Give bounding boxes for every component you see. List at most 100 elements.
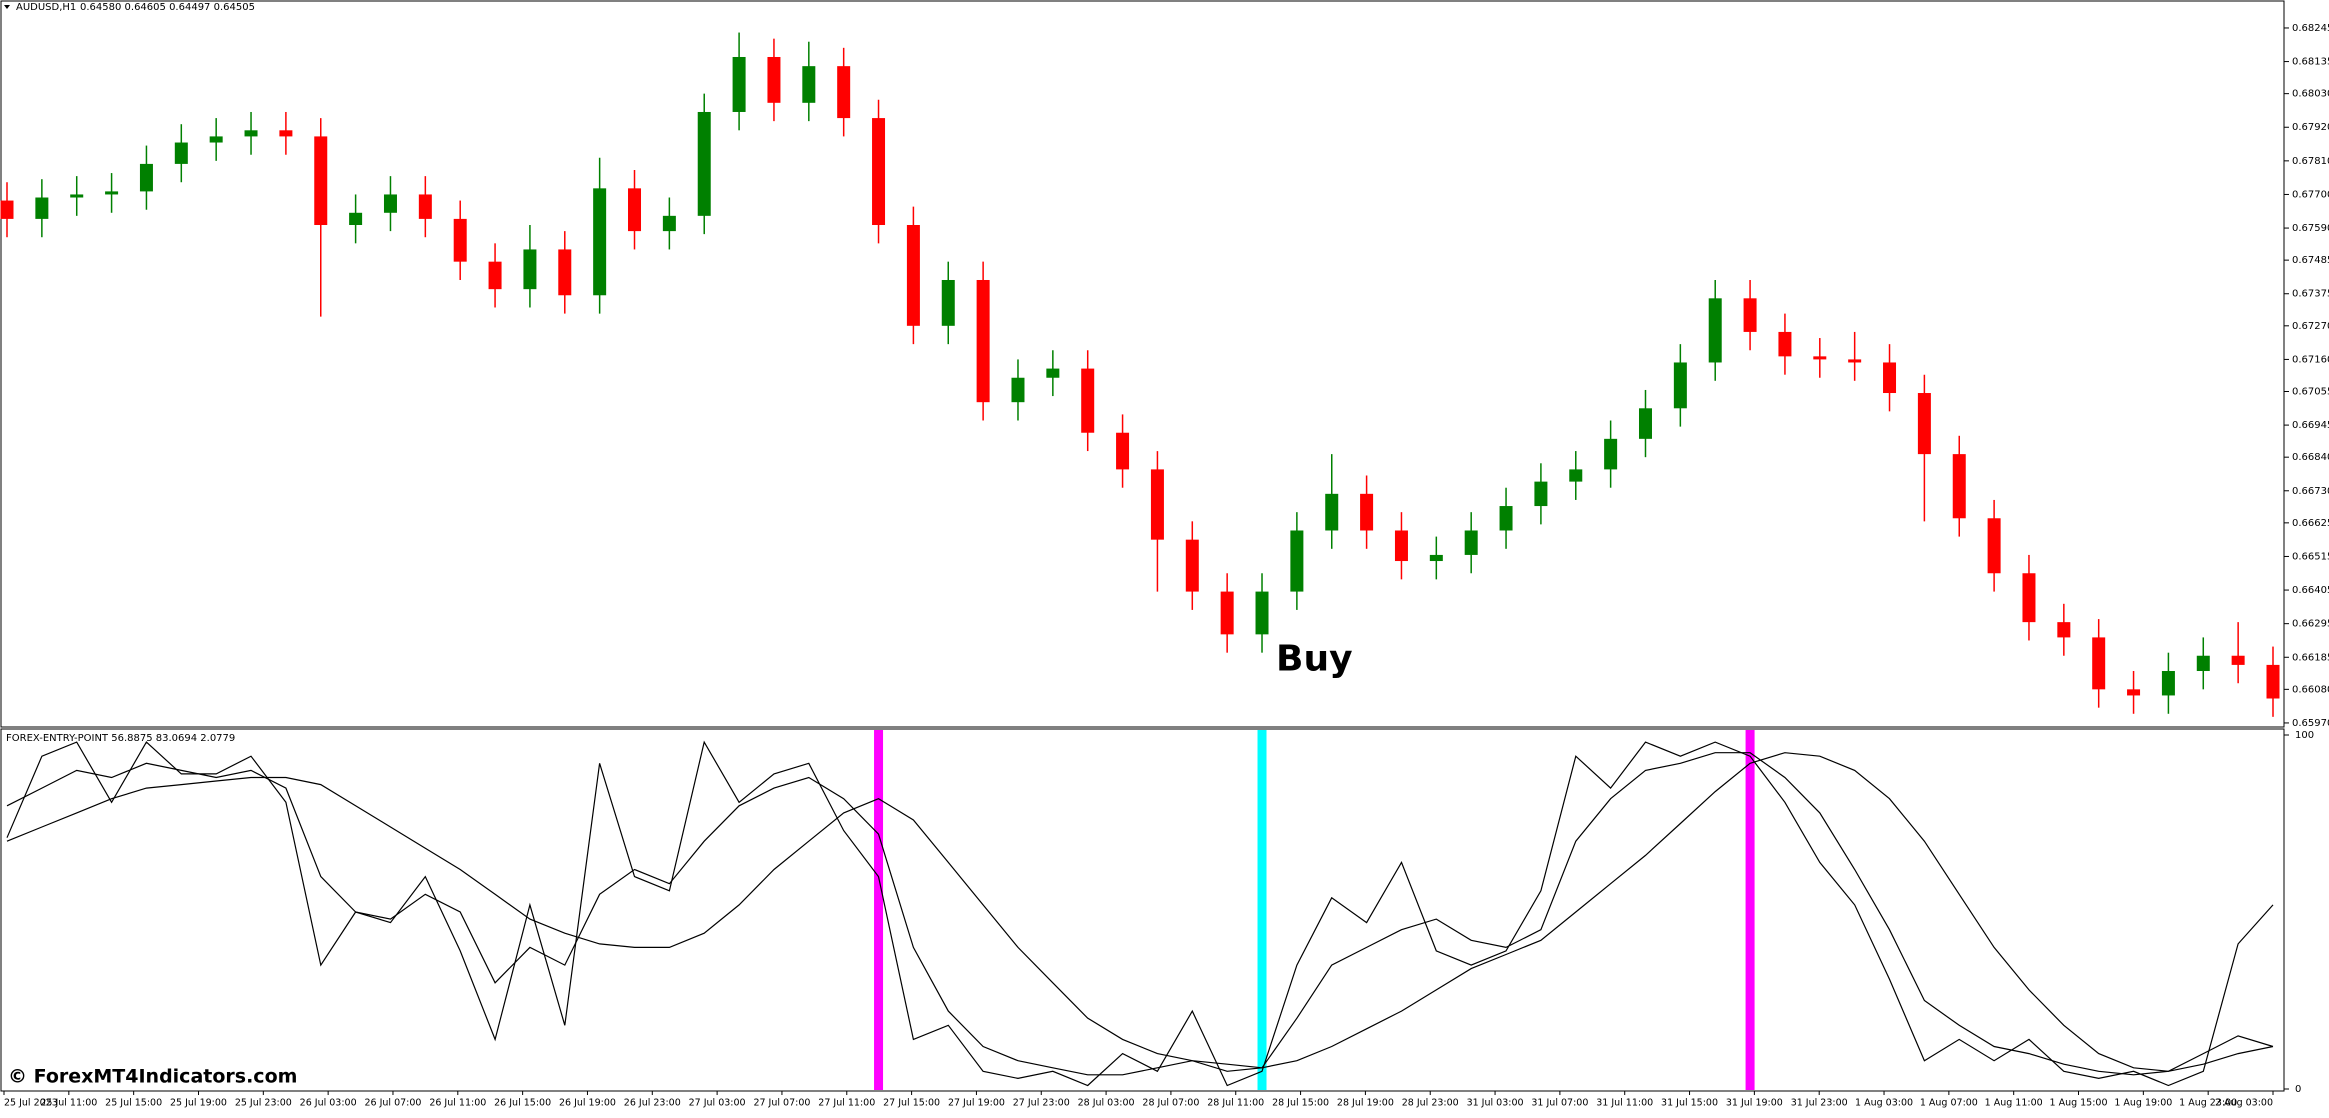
- x-tick-label: 31 Jul 03:00: [1467, 1098, 1524, 1109]
- candle-body: [2022, 573, 2036, 623]
- symbol-title: AUDUSD,H1: [16, 2, 76, 13]
- candle-body: [105, 191, 119, 195]
- x-tick-label: 2 Aug 03:00: [2215, 1098, 2273, 1109]
- y-tick-label: 0.67485: [2292, 255, 2329, 266]
- candle-body: [628, 188, 642, 232]
- x-tick-label: 25 Jul 19:00: [170, 1098, 227, 1109]
- candle-body: [418, 194, 432, 219]
- x-tick-label: 25 Jul 23:00: [235, 1098, 292, 1109]
- x-tick-label: 27 Jul 03:00: [689, 1098, 746, 1109]
- indicator-title: FOREX-ENTRY-POINT 56.8875 83.0694 2.0779: [6, 733, 235, 744]
- candle-body: [1255, 591, 1269, 635]
- candle-body: [1952, 454, 1966, 519]
- candle-body: [1673, 362, 1687, 409]
- y-tick-label: 0: [2295, 1084, 2301, 1095]
- candle-body: [1290, 530, 1304, 592]
- y-tick-label: 0.67055: [2292, 386, 2329, 397]
- x-tick-label: 28 Jul 19:00: [1337, 1098, 1394, 1109]
- candle-body: [1917, 393, 1931, 455]
- x-tick-label: 28 Jul 11:00: [1207, 1098, 1264, 1109]
- y-tick-label: 0.65970: [2292, 718, 2329, 729]
- annotation: Buy: [1276, 639, 1353, 680]
- candle-body: [1638, 408, 1652, 439]
- x-tick-label: 27 Jul 19:00: [948, 1098, 1005, 1109]
- candle-body: [732, 56, 746, 112]
- indicator-line: [6, 752, 2274, 1072]
- candle-body: [2092, 637, 2106, 690]
- candle-body: [1708, 298, 1722, 363]
- x-tick-label: 1 Aug 15:00: [2050, 1098, 2108, 1109]
- candle-body: [1081, 368, 1095, 433]
- candle-body: [2161, 671, 2175, 696]
- candle-body: [453, 218, 467, 262]
- x-tick-label: 1 Aug 03:00: [1855, 1098, 1913, 1109]
- x-tick-label: 26 Jul 19:00: [559, 1098, 616, 1109]
- x-tick-label: 26 Jul 15:00: [494, 1098, 551, 1109]
- y-tick-label: 0.66185: [2292, 652, 2329, 663]
- menu-arrow: [4, 5, 10, 9]
- candle-body: [174, 142, 188, 164]
- signal-bar: [1745, 730, 1755, 1090]
- candle-body: [662, 215, 676, 232]
- candle-body: [697, 111, 711, 216]
- x-tick-label: 31 Jul 19:00: [1726, 1098, 1783, 1109]
- candle-body: [1848, 359, 1862, 363]
- candle-body: [802, 66, 816, 103]
- candle-body: [314, 136, 328, 226]
- y-tick-label: 0.66405: [2292, 585, 2329, 596]
- y-tick-label: 0.66295: [2292, 619, 2329, 630]
- x-tick-label: 25 Jul 15:00: [105, 1098, 162, 1109]
- x-tick-label: 1 Aug 23:00: [2179, 1098, 2237, 1109]
- x-tick-label: 1 Aug 11:00: [1985, 1098, 2043, 1109]
- signal-bar: [874, 730, 884, 1090]
- watermark: © ForexMT4Indicators.com: [8, 1066, 297, 1088]
- x-tick-label: 1 Aug 19:00: [2114, 1098, 2172, 1109]
- candle-body: [1325, 493, 1339, 531]
- ohlc-text: 0.64580 0.64605 0.64497 0.64505: [80, 2, 255, 13]
- candle-body: [2266, 664, 2280, 699]
- candle-body: [2231, 655, 2245, 665]
- x-tick-label: 26 Jul 07:00: [364, 1098, 421, 1109]
- candle-body: [1360, 493, 1374, 531]
- y-tick-label: 0.67375: [2292, 289, 2329, 300]
- x-tick-label: 28 Jul 07:00: [1142, 1098, 1199, 1109]
- candle-body: [35, 197, 49, 219]
- y-tick-label: 0.66515: [2292, 551, 2329, 562]
- candle-body: [523, 249, 537, 290]
- x-tick-label: 28 Jul 15:00: [1272, 1098, 1329, 1109]
- candle-body: [1813, 356, 1827, 360]
- candle-body: [383, 194, 397, 213]
- candle-body: [1604, 438, 1618, 470]
- candle-body: [1185, 539, 1199, 592]
- y-tick-label: 0.66945: [2292, 420, 2329, 431]
- x-tick-label: 27 Jul 07:00: [753, 1098, 810, 1109]
- candle-body: [1883, 362, 1897, 394]
- x-tick-label: 31 Jul 07:00: [1531, 1098, 1588, 1109]
- candle-body: [1987, 518, 2001, 574]
- y-tick-label: 0.66625: [2292, 518, 2329, 529]
- candle-body: [1778, 331, 1792, 357]
- candle-body: [1534, 481, 1548, 507]
- candle-body: [1429, 554, 1443, 562]
- candle-body: [209, 136, 223, 143]
- candle-body: [1011, 377, 1025, 403]
- x-tick-label: 31 Jul 15:00: [1661, 1098, 1718, 1109]
- candle-body: [941, 279, 955, 326]
- x-tick-label: 25 Jul 2023: [4, 1098, 58, 1109]
- candle-body: [593, 188, 607, 296]
- indicator-panel: [0, 728, 2285, 1092]
- x-tick-label: 27 Jul 15:00: [883, 1098, 940, 1109]
- x-tick-label: 26 Jul 23:00: [624, 1098, 681, 1109]
- candle-body: [1569, 469, 1583, 482]
